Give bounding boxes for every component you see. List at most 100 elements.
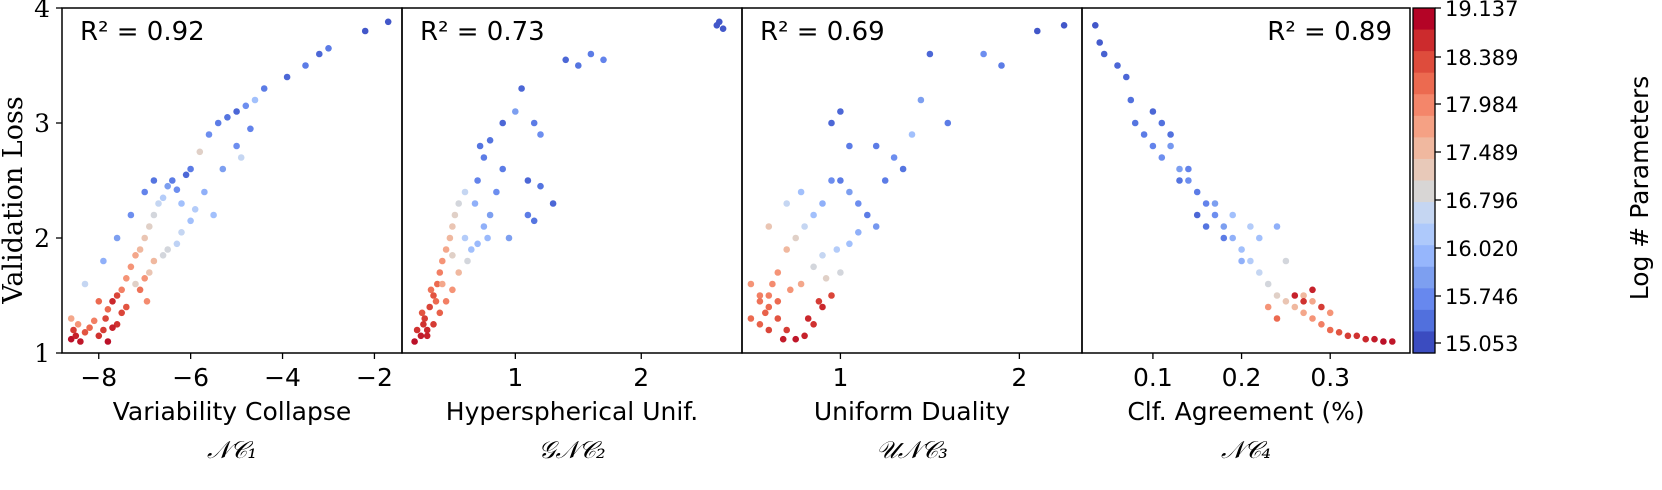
data-point [155,200,162,207]
data-point [998,62,1005,69]
data-point [123,275,130,282]
data-point [102,315,109,322]
data-point [810,321,817,328]
data-point [150,211,158,219]
data-point [762,309,769,317]
data-point [828,177,835,184]
data-point [1389,338,1396,345]
colorbar-segment [1413,29,1435,52]
data-point [417,332,425,340]
data-point [1247,223,1254,230]
y-tick-label: 1 [34,339,50,368]
data-point [316,50,323,58]
data-point [828,292,835,299]
data-point [499,165,507,173]
data-point [1158,154,1166,161]
data-point [783,200,790,207]
data-point [819,303,826,311]
data-point [136,286,144,294]
data-point [132,252,139,259]
scatter-panels: −8 −6 −4 −2 1 2 3 4 R² = 0.92 Variability Collaps… [34,0,1411,464]
data-point [480,154,488,161]
panel-frame [741,7,1083,354]
data-point [855,200,862,207]
data-point [136,246,144,253]
data-point [118,286,125,294]
data-point [787,286,794,294]
data-point [233,108,240,115]
data-point [182,171,190,179]
data-point [1176,165,1183,173]
data-point [196,148,204,156]
data-point [1140,131,1148,138]
colorbar-tick-label: 17.984 [1445,93,1518,117]
data-point [530,119,538,127]
y-tick-label: 3 [34,109,50,138]
data-point [801,332,808,340]
x-tick-label: −2 [356,363,393,392]
data-point [917,96,925,104]
data-point [451,211,459,219]
data-point [100,326,107,334]
data-point [530,217,538,225]
data-point [1309,298,1316,305]
data-point [828,119,835,127]
data-point [774,315,782,322]
data-point [100,257,107,265]
data-point [173,186,181,193]
data-point [1264,280,1272,288]
data-point [67,315,75,322]
data-point [779,335,787,343]
data-point [774,269,782,276]
colorbar-segment [1413,331,1435,354]
colorbar-segment [1413,266,1435,289]
data-point [159,194,167,202]
x-axis-sublabel: 𝒢𝒩𝒞₂ [538,436,605,464]
data-point [1114,62,1121,69]
data-point [1123,73,1130,81]
colorbar-segment [1413,72,1435,95]
x-tick-label: −8 [80,363,117,392]
data-point [81,280,89,288]
data-point [837,269,844,276]
data-point [1273,292,1281,299]
data-point [926,50,934,58]
data-point [446,234,454,242]
data-point [1264,303,1272,311]
data-point [461,188,469,196]
data-point [1229,234,1236,242]
x-tick-label: 2 [1011,363,1027,392]
data-point [1202,223,1210,230]
data-point [1344,332,1352,340]
data-point [756,292,764,299]
colorbar-segment [1413,202,1435,225]
data-point [783,246,790,253]
x-axis-label: Variability Collapse [113,397,352,426]
data-point [302,62,309,69]
data-point [464,257,471,265]
data-point [95,332,103,340]
data-point [449,286,456,294]
data-point [774,298,782,305]
scatter-panel-3: 1 2 R² = 0.69 Uniform Duality 𝒰𝒩𝒞₃ [741,7,1083,464]
colorbar-tick-label: 16.020 [1445,237,1518,261]
data-point [70,326,77,334]
x-tick-label: 0.2 [1222,363,1262,392]
data-point [810,263,817,271]
data-point [747,280,755,288]
data-point [426,303,434,311]
data-point [819,200,826,207]
data-point [72,332,80,340]
colorbar-label: Log # Parameters [1625,76,1654,301]
data-point [1282,298,1290,305]
data-point [846,142,853,150]
data-point [325,45,332,52]
data-point [413,326,421,334]
data-point [756,298,764,305]
data-point [104,306,112,313]
data-point [95,298,103,305]
x-tick-label: 0.1 [1133,363,1173,392]
data-point [1193,188,1201,196]
data-point [434,280,441,288]
